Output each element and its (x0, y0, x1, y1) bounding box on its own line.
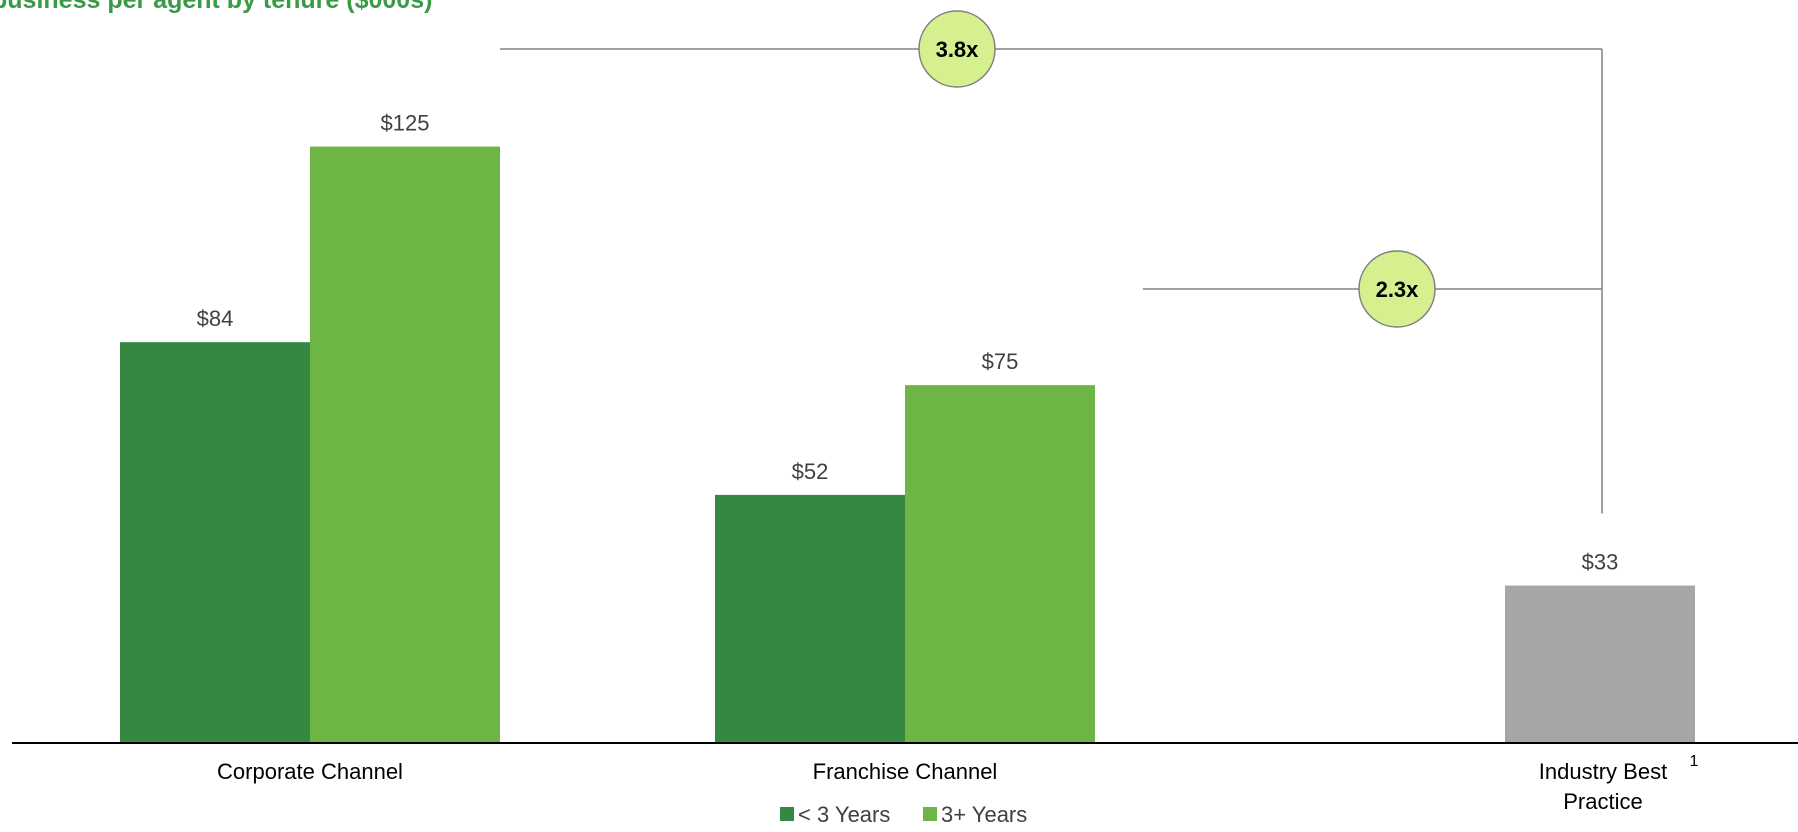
legend-label: 3+ Years (941, 802, 1027, 827)
category-label: Corporate Channel (217, 759, 403, 784)
category-label: Franchise Channel (813, 759, 998, 784)
legend-label: < 3 Years (798, 802, 890, 827)
category-label-line: Industry Best (1539, 759, 1667, 784)
footnote-marker: 1 (1690, 753, 1699, 770)
category-label: Industry Best Practice (1539, 759, 1667, 814)
bar (1505, 585, 1695, 743)
bar (715, 494, 905, 743)
multiplier-bubble (1358, 250, 1436, 328)
bar (905, 385, 1095, 743)
chart-title: business per agent by tenure ($000s) (0, 0, 433, 14)
data-label: $125 (381, 111, 430, 136)
bar (310, 146, 500, 744)
category-label-line: Practice (1563, 789, 1642, 814)
multiplier-label: 3.8x (936, 37, 980, 62)
multiplier-label: 2.3x (1376, 277, 1420, 302)
bar (120, 342, 310, 743)
data-label: $84 (197, 306, 234, 331)
data-label: $75 (982, 349, 1019, 374)
legend-swatch (780, 807, 794, 821)
data-label: $33 (1582, 550, 1619, 575)
multiplier-bubble (918, 10, 996, 88)
data-label: $52 (792, 459, 829, 484)
legend-swatch (923, 807, 937, 821)
